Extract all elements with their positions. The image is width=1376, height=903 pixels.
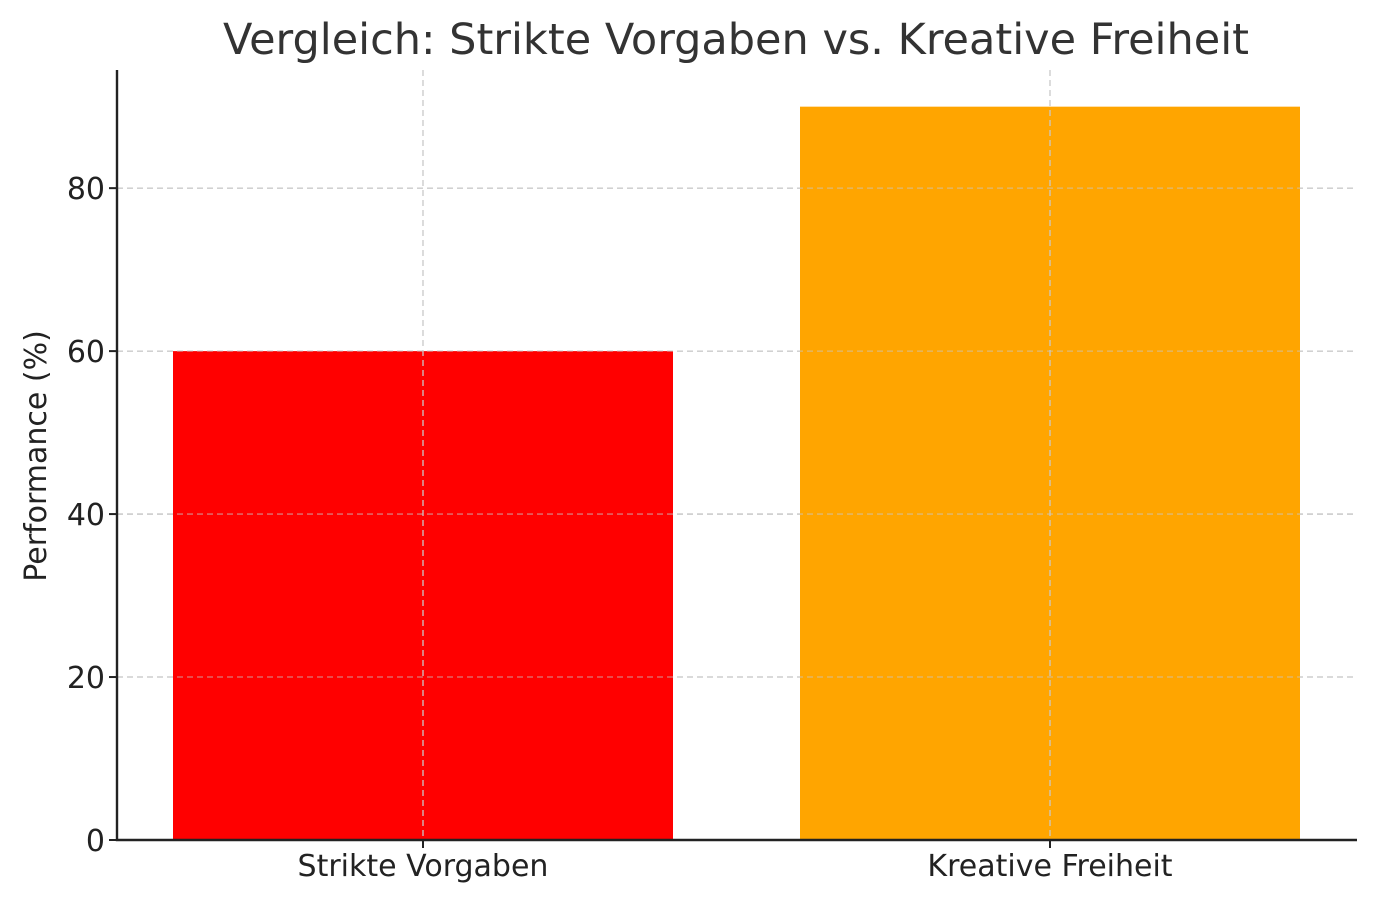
y-tick-label: 20 xyxy=(67,661,105,696)
vertical-grid-lines xyxy=(117,70,1357,840)
y-tick-label: 60 xyxy=(67,335,105,370)
bars xyxy=(173,106,1300,840)
y-ticks: 0 20 40 60 80 xyxy=(67,172,117,859)
x-tick-label: Kreative Freiheit xyxy=(927,849,1172,884)
y-tick-label: 80 xyxy=(67,172,105,207)
chart-title: Vergleich: Strikte Vorgaben vs. Kreative… xyxy=(223,15,1249,65)
x-tick-label: Strikte Vorgaben xyxy=(298,849,549,884)
y-tick-label: 0 xyxy=(86,824,105,859)
y-axis-label: Performance (%) xyxy=(19,330,54,582)
x-ticks: Strikte Vorgaben Kreative Freiheit xyxy=(298,840,1173,884)
y-tick-label: 40 xyxy=(67,498,105,533)
